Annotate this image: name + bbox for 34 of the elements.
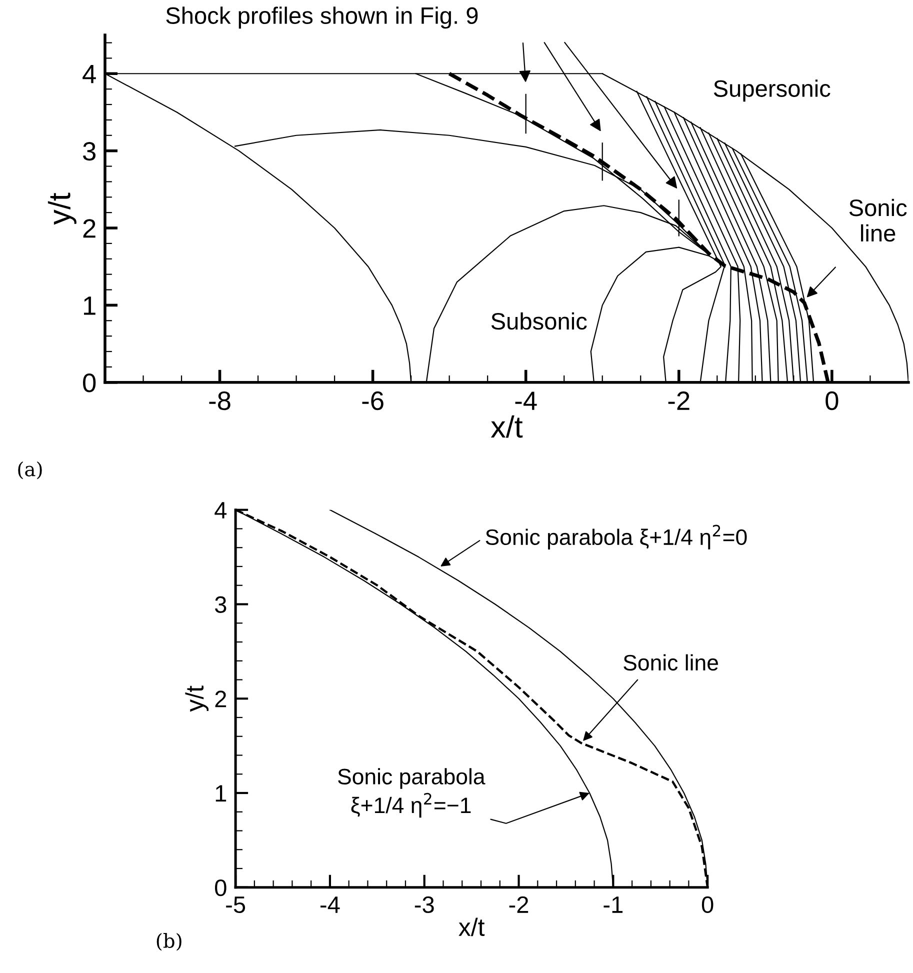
annotation: Sonic line: [624, 654, 718, 671]
annotation: Sonic parabola ξ+1/4 η$^{2}$=−1: [338, 768, 486, 818]
text: (b): [156, 933, 182, 951]
x-tick-label: -5: [226, 896, 246, 914]
y-tick-label: 3: [214, 596, 226, 614]
annotation: Subsonic: [491, 312, 587, 330]
y-tick-label: 4: [214, 502, 227, 518]
x-tick-label: 0: [826, 391, 838, 410]
y-tick-label: 3: [82, 142, 96, 161]
y-tick-label: 1: [84, 296, 96, 315]
y-tick-label: 4: [82, 65, 96, 84]
annotation: Sonic parabola ξ+1/4 η$^{2}$=0: [486, 524, 747, 550]
y-tick-label: 2: [215, 690, 226, 708]
text: (a): [18, 461, 42, 480]
x-axis-title: x/t: [458, 918, 485, 936]
y-axis-title: y/t: [48, 192, 76, 225]
x-axis-title: x/t: [490, 415, 523, 438]
x-tick-label: -6: [362, 391, 384, 410]
x-tick-label: -2: [668, 391, 690, 410]
text: Shock profiles shown in Fig. 9: [166, 6, 478, 29]
x-tick-label: 0: [702, 896, 714, 914]
y-tick-label: 0: [215, 879, 226, 896]
x-tick-label: -1: [604, 896, 623, 913]
x-tick-label: -4: [515, 392, 537, 410]
y-axis-title: y/t: [185, 686, 209, 712]
x-tick-label: -3: [414, 896, 434, 914]
y-tick-label: 0: [83, 374, 96, 392]
y-tick-label: 1: [216, 785, 226, 802]
x-tick-label: -4: [320, 896, 340, 913]
y-tick-label: 2: [83, 219, 96, 238]
x-tick-label: -2: [509, 896, 528, 913]
x-tick-label: -8: [209, 391, 230, 410]
annotation: Sonic line: [849, 198, 907, 242]
annotation: Supersonic: [714, 80, 830, 102]
